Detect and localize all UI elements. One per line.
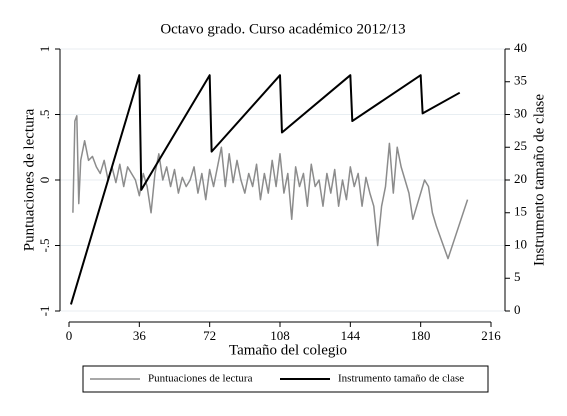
x-tick-label: 216 xyxy=(481,328,501,343)
x-axis-title: Tamaño del colegio xyxy=(229,342,347,358)
y2-tick-label: 35 xyxy=(514,73,527,88)
x-tick-label: 108 xyxy=(270,328,290,343)
legend-label: Instrumento tamaño de clase xyxy=(338,373,464,385)
y2-tick-label: 15 xyxy=(514,204,527,219)
x-tick-label: 144 xyxy=(341,328,361,343)
y2-tick-label: 10 xyxy=(514,236,527,251)
y2-axis-title: Instrumento tamaño de clase xyxy=(531,94,547,266)
series-line xyxy=(72,115,469,260)
y2-tick-label: 20 xyxy=(514,171,527,186)
y-axis-title: Puntuaciones de lectura xyxy=(21,108,37,251)
y2-tick-label: 5 xyxy=(514,269,521,284)
legend-label: Puntuaciones de lectura xyxy=(148,373,253,385)
y-tick-label: 1 xyxy=(37,46,52,53)
y2-tick-label: 25 xyxy=(514,138,527,153)
y-tick-label: 0 xyxy=(37,177,52,184)
series-line xyxy=(69,74,461,305)
x-tick-label: 72 xyxy=(203,328,216,343)
y-tick-label: -1 xyxy=(37,306,52,317)
legend-box xyxy=(82,365,489,393)
y2-tick-label: 0 xyxy=(514,302,521,317)
x-tick-label: 36 xyxy=(133,328,147,343)
y2-tick-label: 40 xyxy=(514,40,527,55)
x-tick-label: 0 xyxy=(66,328,73,343)
y-tick-label: .5 xyxy=(37,110,52,120)
y2-tick-label: 30 xyxy=(514,105,527,120)
y-tick-label: -.5 xyxy=(37,238,52,252)
x-tick-label: 180 xyxy=(411,328,431,343)
chart-title: Octavo grado. Curso académico 2012/13 xyxy=(160,21,405,37)
